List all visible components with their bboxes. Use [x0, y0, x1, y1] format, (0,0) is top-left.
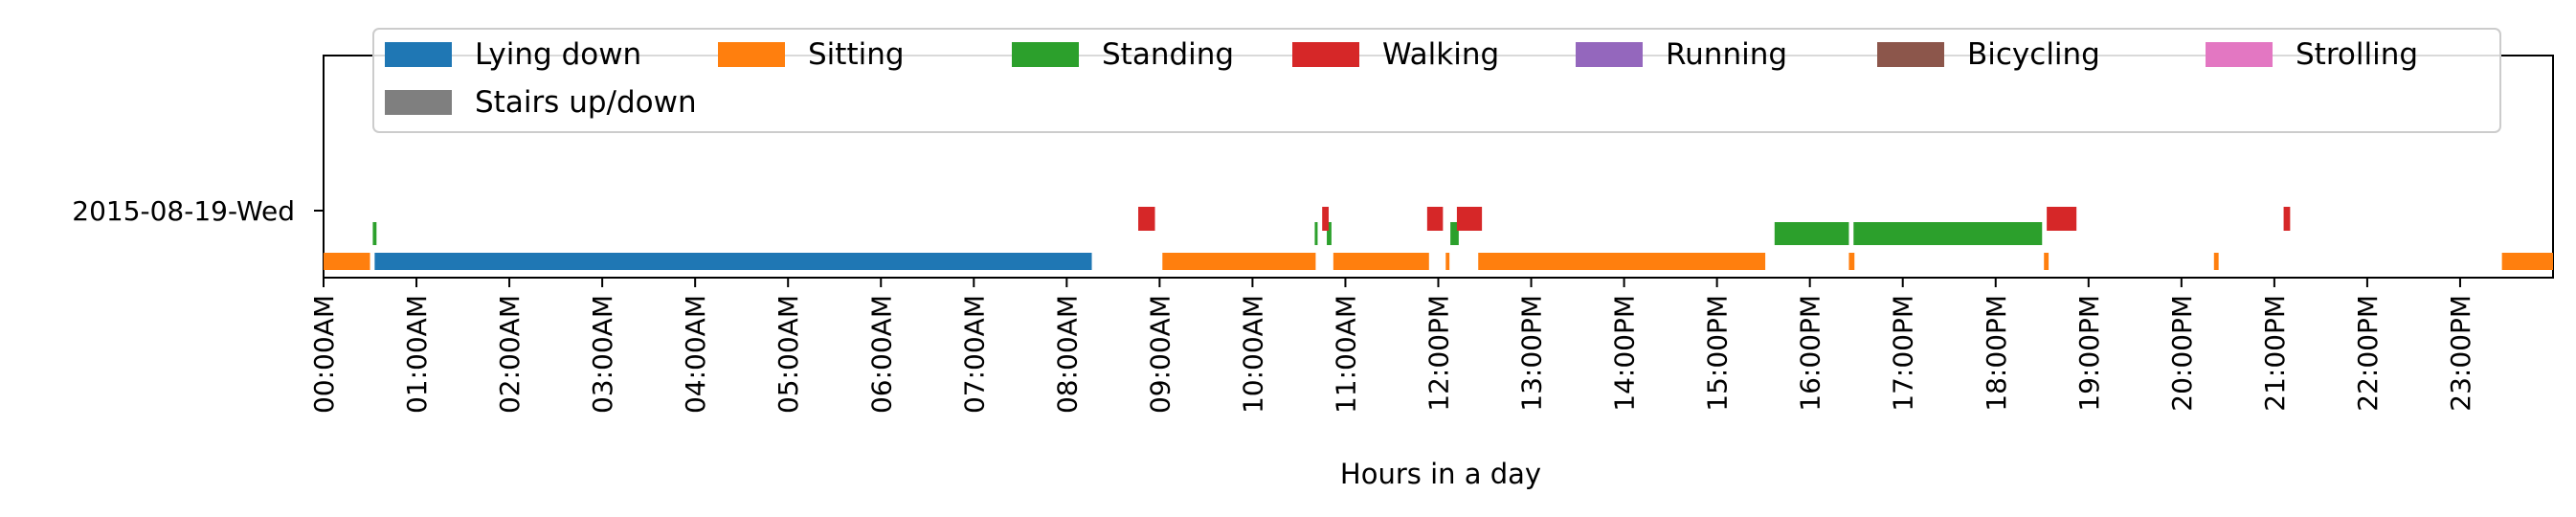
bar-standing-3 — [1450, 222, 1459, 245]
bar-walking-3 — [1456, 207, 1483, 231]
bar-walking-0 — [1138, 207, 1155, 231]
x-tick-label: 06:00AM — [865, 295, 897, 414]
legend-item-strolling: Strolling — [2206, 37, 2418, 72]
x-tick-label: 22:00PM — [2352, 295, 2384, 412]
legend: Lying down Sitting Standing Walking Running B… — [372, 28, 2501, 133]
bar-standing-0 — [372, 222, 377, 245]
x-axis-title: Hours in a day — [1340, 458, 1541, 490]
x-tick-label: 12:00PM — [1423, 295, 1455, 412]
bar-standing-4 — [1774, 222, 1849, 245]
legend-label: Standing — [1102, 37, 1234, 72]
legend-label: Stairs up/down — [475, 85, 697, 120]
x-tick-label: 11:00AM — [1330, 295, 1361, 414]
legend-swatch — [718, 42, 785, 67]
legend-label: Walking — [1382, 37, 1499, 72]
activity-bars — [324, 207, 2553, 270]
legend-item-stairs-up-down: Stairs up/down — [385, 85, 697, 120]
legend-swatch — [385, 90, 452, 115]
x-tick-label: 19:00PM — [2073, 295, 2105, 412]
bar-standing-5 — [1853, 222, 2043, 245]
legend-label: Lying down — [475, 37, 641, 72]
legend-label: Sitting — [808, 37, 905, 72]
legend-label: Strolling — [2296, 37, 2418, 72]
x-tick-label: 14:00PM — [1609, 295, 1641, 412]
legend-swatch — [385, 42, 452, 67]
bar-standing-2 — [1327, 222, 1332, 245]
legend-item-running: Running — [1576, 37, 1787, 72]
legend-item-sitting: Sitting — [718, 37, 905, 72]
bar-lying-down-0 — [374, 253, 1092, 270]
x-tick-label: 00:00AM — [308, 295, 340, 414]
legend-swatch — [1576, 42, 1643, 67]
legend-swatch — [1012, 42, 1079, 67]
legend-item-standing: Standing — [1012, 37, 1234, 72]
x-tick-label: 20:00PM — [2166, 295, 2198, 412]
bar-sitting-7 — [2213, 253, 2219, 270]
x-tick-label: 08:00AM — [1051, 295, 1083, 414]
x-tick-label: 17:00PM — [1888, 295, 1919, 412]
legend-swatch — [1877, 42, 1944, 67]
bar-walking-4 — [2047, 207, 2077, 231]
x-tick-label: 01:00AM — [401, 295, 433, 414]
x-tick-label: 18:00PM — [1981, 295, 2012, 412]
x-tick-label: 13:00PM — [1516, 295, 1548, 412]
bar-sitting-3 — [1445, 253, 1450, 270]
legend-item-bicycling: Bicycling — [1877, 37, 2100, 72]
legend-label: Running — [1666, 37, 1787, 72]
x-tick-label: 04:00AM — [680, 295, 711, 414]
legend-box — [372, 28, 2501, 133]
bar-sitting-6 — [2044, 253, 2050, 270]
legend-item-lying-down: Lying down — [385, 37, 641, 72]
x-tick-label: 15:00PM — [1702, 295, 1734, 412]
x-tick-label: 09:00AM — [1144, 295, 1176, 414]
x-tick-label: 16:00PM — [1795, 295, 1826, 412]
x-tick-label: 05:00AM — [773, 295, 804, 414]
legend-swatch — [1292, 42, 1359, 67]
bar-sitting-1 — [1162, 253, 1316, 270]
legend-item-walking: Walking — [1292, 37, 1499, 72]
x-tick-label: 21:00PM — [2259, 295, 2291, 412]
bar-sitting-8 — [2501, 253, 2553, 270]
bar-walking-1 — [1322, 207, 1329, 231]
bar-standing-1 — [1314, 222, 1318, 245]
x-tick-label: 02:00AM — [494, 295, 526, 414]
bar-sitting-2 — [1333, 253, 1429, 270]
legend-swatch — [2206, 42, 2273, 67]
legend-label: Bicycling — [1967, 37, 2100, 72]
bar-sitting-0 — [324, 253, 370, 270]
y-axis: 2015-08-19-Wed — [72, 195, 324, 227]
row-label: 2015-08-19-Wed — [72, 195, 295, 227]
x-axis: 00:00AM 01:00AM 02:00AM 03:00AM 04:00AM 05:00… — [308, 278, 2476, 414]
x-tick-label: 10:00AM — [1237, 295, 1268, 414]
x-tick-label: 07:00AM — [958, 295, 990, 414]
bar-walking-2 — [1426, 207, 1444, 231]
bar-sitting-5 — [1848, 253, 1855, 270]
bar-walking-5 — [2283, 207, 2291, 231]
x-tick-label: 23:00PM — [2445, 295, 2476, 412]
bar-sitting-4 — [1478, 253, 1766, 270]
x-tick-label: 03:00AM — [587, 295, 618, 414]
